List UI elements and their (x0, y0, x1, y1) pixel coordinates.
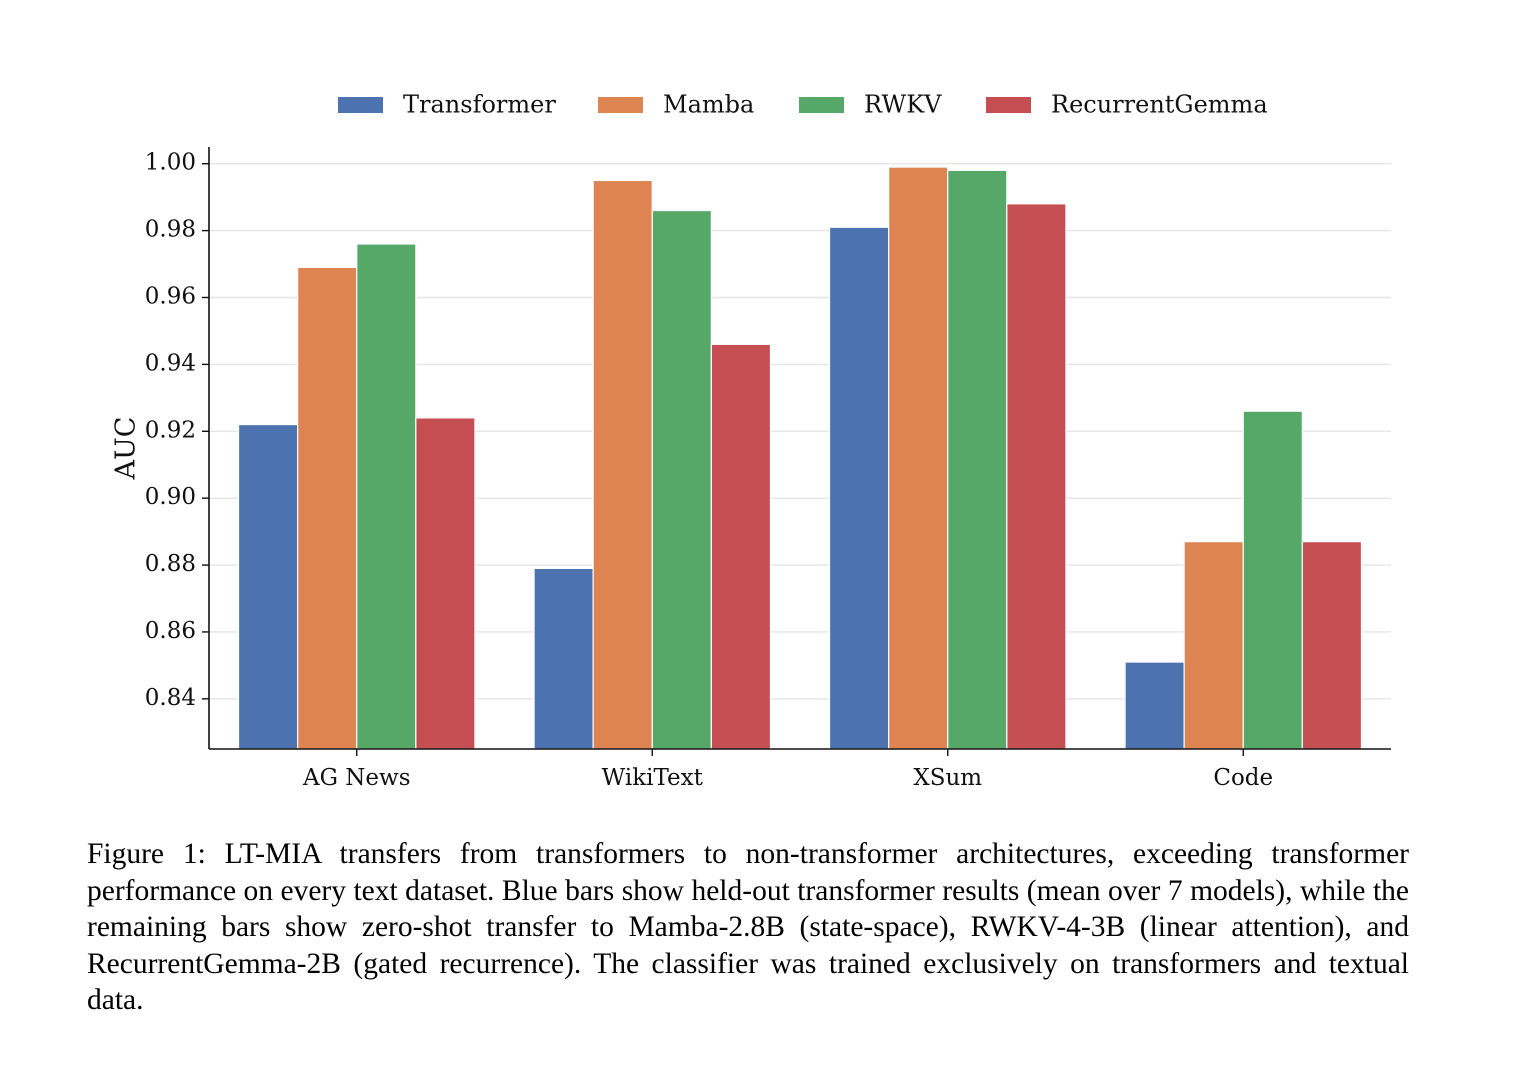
y-tick-label: 1.00 (145, 150, 196, 176)
bar-transformer-wikitext (533, 567, 594, 750)
legend-swatch-mamba (598, 97, 643, 113)
y-tick-label: 0.84 (145, 685, 196, 711)
bar-mamba-wikitext (592, 179, 653, 750)
x-tick-label: WikiText (602, 765, 704, 791)
bar-recurrentgemma-wikitext (710, 343, 772, 750)
figure-caption: Figure 1: LT-MIA transfers from transfor… (87, 838, 1409, 1016)
legend: Transformer Mamba RWKV RecurrentGemma (338, 91, 1268, 119)
bar-transformer-code (1124, 661, 1185, 750)
legend-swatch-rwkv (799, 97, 844, 113)
y-tick-label: 0.92 (145, 417, 196, 443)
y-tick-label: 0.98 (145, 217, 196, 243)
x-tick-label: Code (1213, 765, 1273, 791)
y-ticks: 0.84 0.86 0.88 0.90 0.92 0.94 0.96 0.98 1.00 (145, 150, 209, 711)
bar-recurrentgemma-code (1301, 541, 1363, 750)
bar-mamba-ag-news (297, 266, 358, 750)
legend-swatch-recurrentgemma (986, 97, 1031, 113)
legend-label-recurrentgemma: RecurrentGemma (1051, 91, 1268, 119)
bar-recurrentgemma-ag-news (415, 417, 476, 750)
bar-rwkv-ag-news (356, 243, 417, 750)
x-tick-label: XSum (913, 765, 982, 791)
bars (237, 166, 1363, 750)
bar-transformer-xsum (828, 226, 890, 750)
y-tick-label: 0.94 (145, 350, 196, 376)
legend-label-transformer: Transformer (403, 91, 556, 119)
legend-label-rwkv: RWKV (864, 91, 942, 119)
bar-rwkv-wikitext (651, 209, 712, 750)
x-ticks: AG News WikiText XSum Code (302, 749, 1273, 791)
y-tick-label: 0.96 (145, 284, 196, 310)
axes (208, 147, 1391, 750)
y-tick-label: 0.90 (145, 484, 196, 510)
legend-swatch-transformer (338, 97, 383, 113)
bar-transformer-ag-news (237, 423, 299, 750)
y-tick-label: 0.88 (145, 551, 196, 577)
bar-mamba-xsum (888, 166, 949, 750)
y-axis-label: AUC (111, 417, 142, 481)
x-tick-label: AG News (302, 765, 411, 791)
bar-recurrentgemma-xsum (1006, 203, 1067, 750)
bar-rwkv-code (1242, 410, 1303, 750)
legend-label-mamba: Mamba (663, 91, 754, 119)
y-tick-label: 0.86 (145, 618, 196, 644)
bar-mamba-code (1183, 541, 1244, 750)
bar-rwkv-xsum (947, 169, 1008, 750)
